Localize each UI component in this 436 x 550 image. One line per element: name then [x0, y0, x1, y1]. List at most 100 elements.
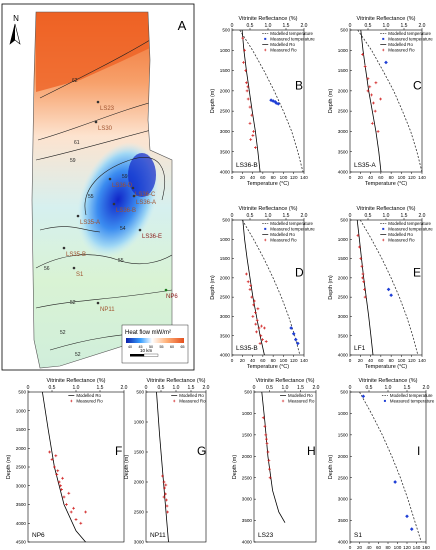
- measured-ro-point: [254, 311, 257, 314]
- vr-tick-label: 0.5: [365, 213, 372, 219]
- depth-tick-label: 2000: [220, 275, 231, 280]
- well-marker: [72, 266, 76, 270]
- temp-tick-label: 20: [240, 175, 246, 180]
- measured-ro-point: [252, 299, 256, 303]
- depth-tick-label: 3500: [338, 518, 349, 523]
- well-marker: [132, 194, 136, 198]
- temp-tick-label: 60: [376, 545, 382, 550]
- modelled-ro-line: [42, 391, 86, 543]
- temp-tick-label: 80: [389, 175, 395, 180]
- vr-tick-label: 2.0: [423, 385, 430, 391]
- chart-F: 0 0.5 1.0 1.5 2.0 Vitrinite Reflectance (%) 50…: [6, 378, 128, 545]
- temp-tick-label: 0: [231, 358, 234, 363]
- vr-tick-label: 0: [349, 23, 352, 29]
- well-marker: [164, 288, 168, 292]
- vr-tick-label: 1.0: [385, 385, 392, 391]
- depth-tick-label: 1000: [134, 420, 145, 425]
- depth-tick-label: 2500: [134, 510, 145, 515]
- measured-ro-point: [264, 340, 268, 343]
- measured-ro-point: [256, 307, 260, 311]
- legend-entry: Modelled Ro: [388, 42, 413, 47]
- measured-ro-point: [360, 264, 364, 268]
- depth-tick-label: 3000: [242, 497, 253, 502]
- depth-tick-label: 3000: [220, 314, 231, 319]
- well-marker: [138, 228, 142, 232]
- temp-tick-label: 20: [358, 175, 364, 180]
- measured-temperature-point: [289, 326, 293, 330]
- well-name: LS35-B: [236, 345, 258, 352]
- measured-ro-point: [259, 334, 263, 338]
- contour-label: 59: [122, 174, 128, 180]
- well-label-s1: S1: [76, 272, 84, 278]
- measured-ro-point: [246, 97, 250, 101]
- measured-ro-point: [65, 503, 68, 506]
- measured-ro-point: [250, 113, 254, 117]
- measured-temperature-point: [293, 337, 298, 342]
- depth-tick-label: 2000: [338, 454, 349, 459]
- measured-ro-point: [164, 483, 168, 487]
- temp-tick-label: 140: [418, 175, 426, 180]
- vr-tick-label: 2.0: [313, 385, 320, 391]
- measured-ro-point: [165, 498, 168, 502]
- well-label-ls36-a: LS36-A: [136, 200, 156, 206]
- measured-ro-point: [50, 458, 54, 461]
- measured-ro-point: [248, 105, 252, 109]
- measured-ro-point: [72, 506, 75, 510]
- legend-tick: 45: [139, 345, 143, 349]
- legend-entry: Measured temperature: [390, 399, 435, 404]
- temp-tick-label: 120: [408, 358, 416, 363]
- temp-tick-label: 100: [398, 175, 406, 180]
- measured-temperature-point: [295, 341, 300, 346]
- measured-ro-point: [56, 469, 60, 473]
- legend-entry: Measured Ro: [270, 48, 297, 53]
- well-name: LF1: [354, 345, 366, 352]
- well-name: LS23: [258, 532, 274, 539]
- measured-ro-point: [74, 518, 78, 521]
- measured-ro-point: [374, 81, 378, 85]
- temp-tick-label: 120: [408, 175, 416, 180]
- measured-ro-point: [62, 495, 66, 499]
- well-label-ls35-b: LS35-B: [66, 252, 86, 258]
- temp-tick-label: 160: [422, 545, 430, 550]
- measured-ro-point: [368, 85, 372, 89]
- measured-temperature-point: [389, 293, 393, 298]
- measured-ro-point: [249, 138, 253, 141]
- temp-tick-label: 40: [250, 175, 256, 180]
- measured-ro-point: [357, 245, 361, 249]
- measured-ro-point: [363, 65, 367, 68]
- depth-tick-label: 2000: [16, 446, 27, 451]
- depth-tick-label: 4000: [220, 170, 231, 175]
- measured-ro-point: [248, 288, 252, 291]
- legend-entry: Measured Ro: [388, 48, 415, 53]
- legend-colorbar: [126, 338, 184, 343]
- temp-tick-label: 140: [300, 358, 308, 363]
- vr-tick-label: 0: [231, 213, 234, 219]
- temp-tick-label: 20: [240, 358, 246, 363]
- legend-entry: Measured Ro: [288, 399, 315, 404]
- contour-label: 52: [70, 300, 76, 306]
- depth-tick-label: 1000: [338, 237, 349, 242]
- depth-tick-label: 4000: [338, 353, 349, 358]
- legend-entry: Modelled Ro: [179, 393, 204, 398]
- measured-ro-point: [162, 480, 166, 484]
- measured-ro-point: [359, 257, 363, 260]
- vr-tick-label: 1.0: [265, 23, 272, 29]
- depth-tick-label: 2500: [338, 475, 349, 480]
- legend-entry: Measured Ro: [388, 238, 415, 243]
- legend-marker: [382, 227, 385, 230]
- measured-ro-point: [53, 465, 56, 469]
- depth-axis-title: Depth (m): [232, 455, 238, 480]
- north-label: N: [13, 14, 19, 23]
- depth-tick-label: 1000: [338, 48, 349, 53]
- panel-letter-A: A: [178, 18, 187, 33]
- depth-tick-label: 2500: [242, 475, 253, 480]
- measured-ro-point: [258, 342, 262, 345]
- measured-ro-point: [59, 484, 63, 488]
- measured-ro-point: [164, 492, 167, 496]
- temp-tick-label: 120: [403, 545, 411, 550]
- measured-ro-point: [245, 89, 249, 93]
- depth-tick-label: 4000: [242, 540, 253, 545]
- legend-entry: Measured Ro: [270, 238, 297, 243]
- measured-ro-point: [54, 454, 58, 458]
